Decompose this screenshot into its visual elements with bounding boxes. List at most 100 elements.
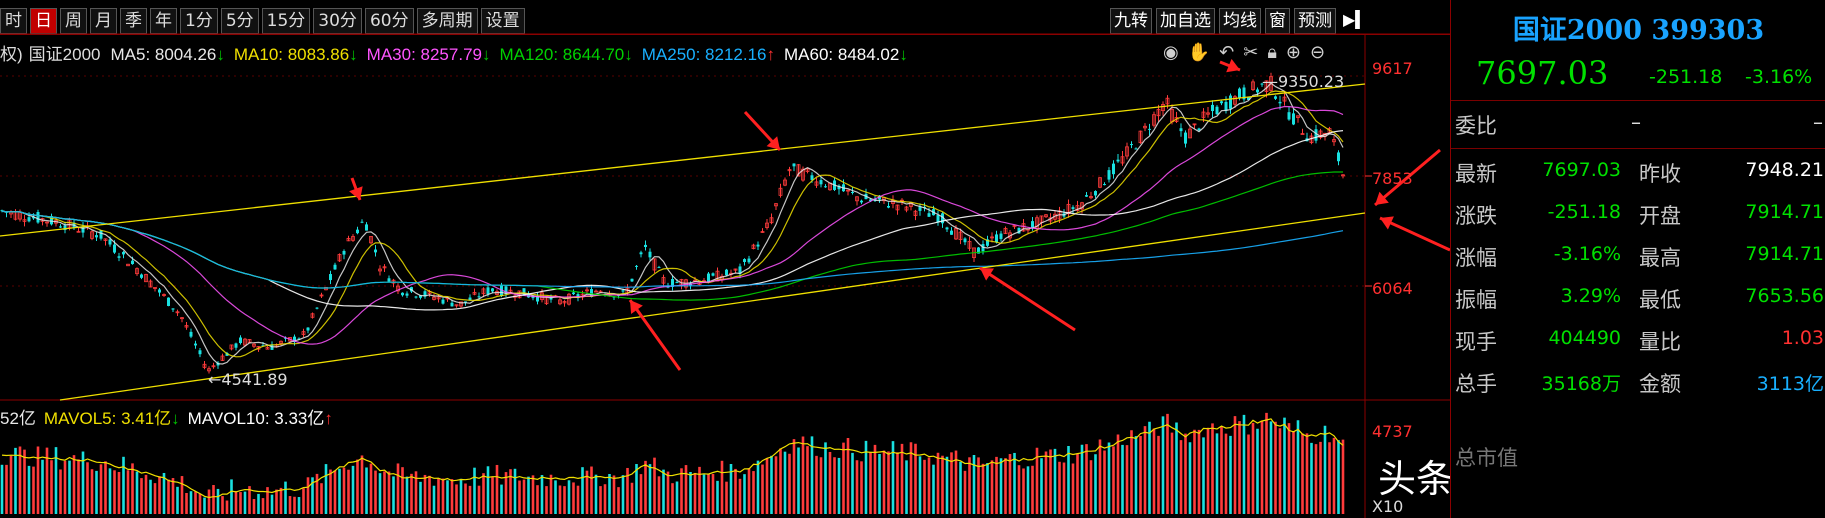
ma-trend-arrow: ↓ xyxy=(349,45,358,64)
candle-body xyxy=(1220,101,1223,104)
candle-body xyxy=(621,290,625,292)
candle-body xyxy=(1094,191,1097,196)
trend-channel-upper xyxy=(0,83,1366,237)
candle-body xyxy=(351,236,355,241)
candle-body xyxy=(1130,144,1133,146)
period-button[interactable]: 多周期 xyxy=(416,8,478,34)
candle-body xyxy=(558,299,562,305)
tool-button[interactable]: 加自选 xyxy=(1156,8,1215,34)
tool-button[interactable]: 预测 xyxy=(1294,8,1336,34)
candle-body xyxy=(472,292,477,295)
candle-body xyxy=(747,258,751,263)
candle-body xyxy=(1085,195,1088,197)
annotation-arrowhead xyxy=(1380,216,1394,230)
zoom-out-icon[interactable]: ⊖ xyxy=(1310,42,1326,63)
candle-body xyxy=(1143,125,1147,129)
candle-body xyxy=(423,291,427,297)
candle-body xyxy=(648,251,652,258)
candle-body xyxy=(1089,196,1093,199)
candle-body xyxy=(1161,104,1165,112)
annotation-arrowhead xyxy=(1226,58,1240,73)
arrow-icon[interactable]: ▶▍ xyxy=(1343,10,1368,29)
candle-body xyxy=(396,285,400,292)
candle-body xyxy=(1148,128,1151,130)
lock-icon[interactable]: 🔒︎ xyxy=(1267,42,1277,63)
candle-body xyxy=(707,273,710,282)
candle-body xyxy=(103,238,108,242)
quote-key: 涨跌 xyxy=(1455,204,1497,228)
period-button[interactable]: 时 xyxy=(0,8,27,34)
candle-body xyxy=(504,286,508,294)
candle-body xyxy=(76,230,81,233)
candle-body xyxy=(1242,87,1246,100)
period-button[interactable]: 60分 xyxy=(364,8,414,34)
price-axis-label: 6064 xyxy=(1372,279,1413,298)
quote-row: 最新 7697.03 昨收 7948.21 xyxy=(1451,148,1825,196)
ma-trend-arrow: ↓ xyxy=(216,45,225,64)
candle-body xyxy=(153,287,157,289)
candle-body xyxy=(855,196,859,202)
ma-trend-arrow: ↓ xyxy=(899,45,908,64)
scissors-icon[interactable]: ✂ xyxy=(1243,42,1259,63)
undo-icon[interactable]: ↶ xyxy=(1219,42,1235,63)
candle-body xyxy=(441,299,445,304)
candle-body xyxy=(459,301,463,307)
candle-body xyxy=(315,307,319,309)
candle-body xyxy=(1215,106,1219,115)
candle-body xyxy=(405,293,409,296)
candle-body xyxy=(167,297,170,306)
tool-button[interactable]: 九转 xyxy=(1110,8,1152,34)
period-button[interactable]: 年 xyxy=(150,8,177,34)
candle-body xyxy=(329,274,332,281)
candle-body xyxy=(1269,76,1273,91)
candle-body xyxy=(576,294,580,298)
candle-body xyxy=(32,216,35,219)
ma-value: MA60: 8484.02 xyxy=(784,45,900,64)
period-button[interactable]: 日 xyxy=(30,8,57,34)
candle-body xyxy=(99,230,103,239)
eye-icon[interactable]: ◉ xyxy=(1163,42,1179,63)
period-button[interactable]: 月 xyxy=(90,8,117,34)
ma-line xyxy=(1,90,1344,358)
pointer-line: ← xyxy=(208,370,222,389)
period-button[interactable]: 15分 xyxy=(261,8,311,34)
candle-body xyxy=(711,273,715,276)
hand-icon[interactable]: ✋ xyxy=(1187,42,1211,63)
period-button[interactable]: 5分 xyxy=(220,8,259,34)
candle-body xyxy=(117,256,121,258)
zoom-in-icon[interactable]: ⊕ xyxy=(1285,42,1301,63)
ma-trend-arrow: ↑ xyxy=(766,45,776,64)
candle-body xyxy=(319,294,324,297)
candle-body xyxy=(135,268,139,275)
candle-body xyxy=(661,277,666,284)
candle-body xyxy=(1341,174,1345,177)
quote-row: 现手 404490 量比 1.03 xyxy=(1451,316,1825,364)
ma-trend-arrow: ↓ xyxy=(481,45,491,64)
candle-body xyxy=(450,302,454,307)
candle-body xyxy=(977,247,980,254)
tool-button[interactable]: 均线 xyxy=(1219,8,1261,34)
candle-body xyxy=(796,164,801,177)
volume-axis-top: 4737 xyxy=(1372,422,1413,441)
candle-body xyxy=(486,287,490,295)
candle-body xyxy=(522,288,526,296)
ma-value: MA30: 8257.79 xyxy=(366,45,482,64)
period-button[interactable]: 1分 xyxy=(180,8,218,34)
top-toolbar: 时日周月季年 1分 5分 15分 30分 60分 多周期 设置 九转 加自选 均线窗预测 ▶▍ xyxy=(0,0,1450,35)
candle-body xyxy=(995,234,998,243)
candle-body xyxy=(1152,114,1156,126)
quote-value: 7697.03 xyxy=(1542,159,1621,181)
candle-body xyxy=(1332,139,1336,143)
quote-pct: -3.16% xyxy=(1745,66,1813,88)
kline-chart[interactable] xyxy=(0,0,1450,518)
candle-body xyxy=(1287,112,1291,120)
candle-body xyxy=(1134,148,1138,150)
candle-body xyxy=(1017,227,1021,234)
period-button[interactable]: 周 xyxy=(60,8,87,34)
period-button[interactable]: 季 xyxy=(120,8,147,34)
candle-body xyxy=(590,289,593,297)
candle-body xyxy=(778,187,783,196)
candle-body xyxy=(374,249,377,253)
candle-body xyxy=(1274,96,1277,99)
candle-body xyxy=(671,279,674,287)
